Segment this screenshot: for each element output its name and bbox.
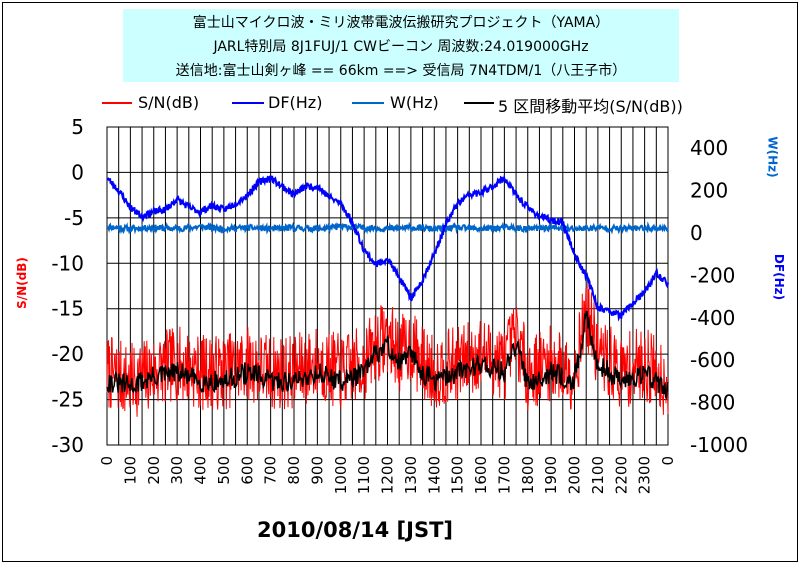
date-label: 2010/08/14 [JST]	[257, 518, 454, 542]
x-tick-label: 1200	[379, 456, 397, 494]
right-tick-label: 200	[690, 179, 728, 203]
series-layer	[106, 174, 669, 417]
x-tick-label: 1600	[472, 456, 490, 494]
x-tick-label: 1400	[425, 456, 443, 494]
title-line-2: JARL特別局 8J1FUJ/1 CWビーコン 周波数:24.019000GHz	[213, 39, 589, 55]
legend-sn-label: S/N(dB)	[138, 93, 200, 112]
legend-w-label: W(Hz)	[390, 93, 439, 112]
x-tick-label: 1100	[355, 456, 373, 494]
x-tick-label: 700	[262, 456, 280, 485]
title-line-3: 送信地:富士山剣ヶ峰 == 66km ==> 受信局 7N4TDM/1（八王子市…	[175, 63, 627, 79]
right-tick-label: 0	[690, 221, 703, 245]
chart-title-box: 富士山マイクロ波・ミリ波帯電波伝搬研究プロジェクト（YAMA） JARL特別局 …	[123, 9, 679, 82]
right-tick-label: -1000	[690, 433, 748, 457]
x-tick-label: 600	[238, 456, 256, 485]
series-df-line	[106, 174, 669, 322]
axis-ticks: 50-5-10-15-20-25-304002000-200-400-600-8…	[51, 115, 748, 494]
x-tick-label: 2100	[589, 456, 607, 494]
x-tick-label: 900	[308, 456, 326, 485]
left-tick-label: -15	[51, 297, 84, 321]
x-tick-label: 0	[98, 456, 116, 466]
legend-df-label: DF(Hz)	[268, 93, 323, 112]
right-tick-label: 400	[690, 136, 728, 160]
x-tick-label: 2200	[612, 456, 630, 494]
x-tick-label: 2000	[566, 456, 584, 494]
x-tick-label: 1800	[519, 456, 537, 494]
x-tick-label: 500	[215, 456, 233, 485]
left-tick-label: -10	[51, 251, 84, 275]
left-tick-label: 0	[71, 160, 84, 184]
series-ma-line	[106, 310, 669, 400]
x-tick-label: 800	[285, 456, 303, 485]
x-tick-label: 1000	[332, 456, 350, 494]
left-tick-label: -30	[51, 433, 84, 457]
legend-ma-label: 5 区間移動平均(S/N(dB))	[498, 97, 683, 116]
x-tick-label: 2300	[636, 456, 654, 494]
right-tick-label: -200	[690, 263, 735, 287]
x-tick-label: 0	[659, 456, 677, 466]
x-tick-label: 1700	[495, 456, 513, 494]
left-tick-label: 5	[71, 115, 84, 139]
x-tick-label: 1900	[542, 456, 560, 494]
x-tick-label: 1300	[402, 456, 420, 494]
left-tick-label: -20	[51, 342, 84, 366]
x-tick-label: 400	[192, 456, 210, 485]
x-tick-label: 1500	[449, 456, 467, 494]
left-tick-label: -25	[51, 388, 84, 412]
legend-ma-swatch	[464, 102, 494, 104]
series-w-line	[106, 221, 669, 235]
x-tick-label: 300	[168, 456, 186, 485]
x-tick-label: 100	[121, 456, 139, 485]
legend-sn-swatch	[102, 102, 132, 104]
right-tick-label: -600	[690, 348, 735, 372]
grid	[106, 126, 669, 446]
title-line-1: 富士山マイクロ波・ミリ波帯電波伝搬研究プロジェクト（YAMA）	[192, 15, 610, 31]
left-tick-label: -5	[64, 206, 84, 230]
x-tick-label: 200	[145, 456, 163, 485]
legend-w-swatch	[352, 102, 384, 104]
right-tick-label: -800	[690, 391, 735, 415]
legend-df-swatch	[232, 102, 264, 104]
right-tick-label: -400	[690, 306, 735, 330]
